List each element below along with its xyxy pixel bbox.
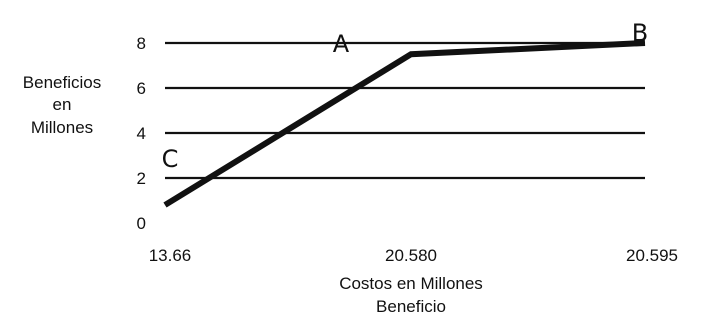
x-tick-label: 20.580 <box>385 246 437 265</box>
y-tick-label: 4 <box>137 124 146 143</box>
y-axis-label-line-3: Millones <box>31 118 93 137</box>
annotation-b: B <box>632 19 648 47</box>
x-axis-sublabel: Beneficio <box>376 297 446 316</box>
x-tick-labels: 13.66 20.580 20.595 <box>149 246 678 265</box>
y-tick-label: 2 <box>137 169 146 188</box>
annotation-c: C <box>162 145 179 173</box>
series-line-0 <box>163 40 646 208</box>
y-tick-label: 8 <box>137 34 146 53</box>
gridlines <box>165 41 645 180</box>
series <box>163 40 646 208</box>
y-axis-label-line-2: en <box>53 95 72 114</box>
y-axis-label-line-1: Beneficios <box>23 73 101 92</box>
y-tick-label: 0 <box>137 214 146 233</box>
annotations: A B C <box>162 19 649 173</box>
y-tick-label: 6 <box>137 79 146 98</box>
annotation-a: A <box>333 30 350 58</box>
x-axis-label: Costos en Millones <box>339 274 483 293</box>
x-tick-label: 20.595 <box>626 246 678 265</box>
x-tick-label: 13.66 <box>149 246 192 265</box>
y-tick-labels: 0 2 4 6 8 <box>137 34 146 233</box>
